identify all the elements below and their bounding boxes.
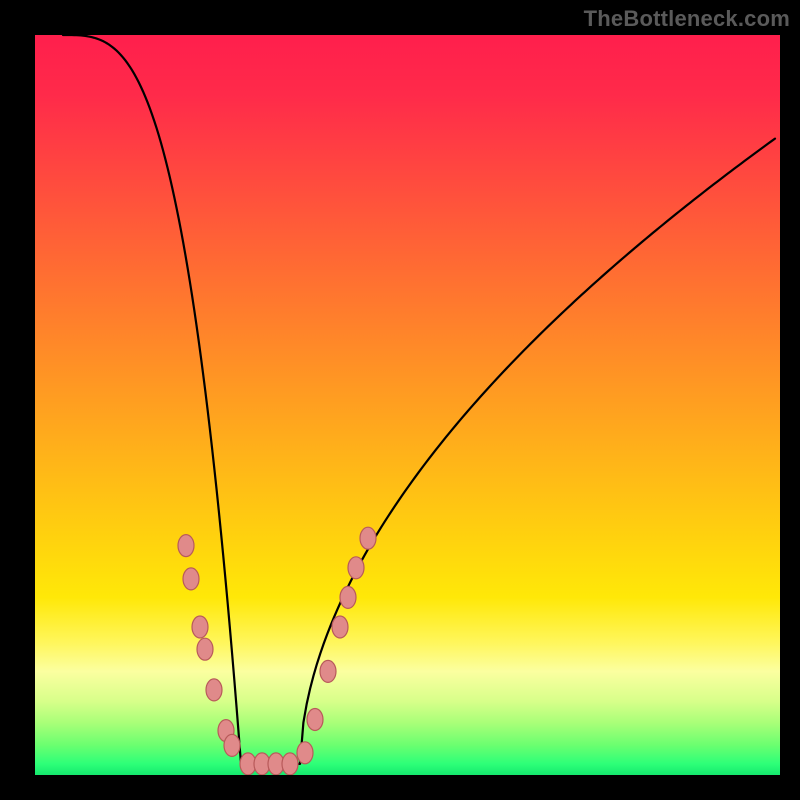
data-marker bbox=[348, 557, 364, 579]
plot-gradient-background bbox=[35, 35, 780, 775]
chart-container: TheBottleneck.com bbox=[0, 0, 800, 800]
data-marker bbox=[183, 568, 199, 590]
bottleneck-chart bbox=[0, 0, 800, 800]
data-marker bbox=[297, 742, 313, 764]
data-marker bbox=[224, 734, 240, 756]
data-marker bbox=[307, 709, 323, 731]
watermark-text: TheBottleneck.com bbox=[584, 6, 790, 32]
data-marker bbox=[197, 638, 213, 660]
data-marker bbox=[320, 660, 336, 682]
data-marker bbox=[332, 616, 348, 638]
data-marker bbox=[178, 535, 194, 557]
data-marker bbox=[360, 527, 376, 549]
data-marker bbox=[282, 753, 298, 775]
data-marker bbox=[340, 586, 356, 608]
data-marker bbox=[192, 616, 208, 638]
data-marker bbox=[206, 679, 222, 701]
